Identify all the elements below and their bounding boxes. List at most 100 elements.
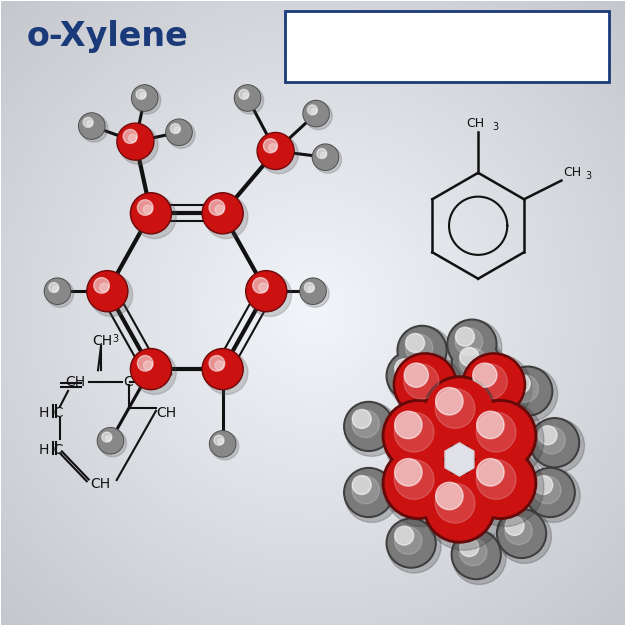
Text: H C: H C [39, 443, 63, 457]
Circle shape [425, 472, 503, 550]
Circle shape [128, 134, 136, 142]
Circle shape [300, 278, 326, 304]
Text: 3: 3 [357, 48, 370, 67]
Circle shape [260, 135, 299, 174]
Circle shape [98, 428, 123, 454]
Circle shape [137, 200, 153, 215]
Circle shape [205, 351, 248, 394]
Circle shape [436, 482, 463, 510]
Text: 4: 4 [481, 48, 495, 67]
Circle shape [426, 473, 493, 540]
Circle shape [106, 436, 111, 441]
Circle shape [132, 194, 170, 232]
Circle shape [449, 321, 495, 367]
Circle shape [406, 334, 424, 352]
Circle shape [123, 130, 137, 143]
Circle shape [476, 413, 516, 452]
Circle shape [385, 450, 452, 516]
Circle shape [511, 375, 538, 403]
Circle shape [301, 279, 325, 304]
Circle shape [352, 409, 371, 428]
Circle shape [476, 459, 504, 486]
Circle shape [531, 420, 578, 466]
Circle shape [100, 283, 109, 292]
Circle shape [344, 401, 394, 451]
Text: 3: 3 [492, 121, 498, 131]
Text: C: C [123, 374, 133, 389]
Circle shape [235, 86, 260, 110]
Circle shape [133, 86, 161, 114]
Circle shape [133, 351, 177, 394]
Circle shape [393, 353, 457, 416]
Circle shape [352, 476, 371, 495]
Circle shape [397, 326, 447, 376]
Circle shape [209, 200, 225, 215]
Circle shape [120, 125, 158, 165]
Circle shape [435, 389, 475, 428]
Circle shape [406, 334, 433, 362]
Circle shape [448, 321, 502, 374]
Circle shape [425, 377, 503, 456]
Circle shape [102, 432, 112, 442]
Circle shape [117, 123, 154, 160]
Circle shape [87, 121, 93, 126]
Circle shape [214, 435, 224, 445]
Circle shape [396, 356, 454, 414]
Circle shape [264, 139, 277, 153]
Circle shape [435, 483, 475, 523]
Circle shape [88, 272, 126, 310]
Circle shape [436, 387, 463, 415]
Circle shape [394, 359, 422, 387]
Circle shape [313, 145, 337, 170]
Circle shape [304, 101, 328, 126]
Text: CH: CH [92, 334, 112, 348]
Circle shape [307, 105, 317, 115]
Circle shape [394, 354, 463, 423]
Circle shape [53, 286, 58, 292]
Circle shape [249, 274, 292, 317]
Circle shape [308, 286, 314, 292]
Circle shape [87, 270, 128, 312]
Circle shape [253, 277, 269, 293]
Circle shape [352, 410, 379, 438]
Circle shape [98, 429, 123, 453]
Circle shape [386, 351, 436, 401]
Circle shape [385, 403, 452, 469]
Circle shape [352, 476, 379, 504]
FancyBboxPatch shape [285, 11, 609, 83]
Circle shape [451, 530, 501, 580]
Circle shape [423, 471, 496, 543]
Circle shape [46, 280, 74, 307]
Circle shape [511, 374, 530, 393]
Circle shape [382, 447, 454, 520]
Circle shape [345, 403, 399, 456]
Circle shape [533, 476, 561, 504]
Text: o-Xylene: o-Xylene [26, 20, 188, 53]
Circle shape [399, 327, 445, 373]
Circle shape [476, 411, 504, 439]
Circle shape [79, 113, 105, 139]
Circle shape [132, 350, 170, 388]
Circle shape [133, 195, 177, 239]
Circle shape [259, 134, 293, 168]
Circle shape [345, 469, 399, 523]
Circle shape [476, 459, 516, 500]
Circle shape [453, 341, 499, 387]
Circle shape [346, 470, 392, 515]
Circle shape [99, 429, 126, 457]
Circle shape [143, 205, 152, 214]
Circle shape [398, 327, 452, 381]
Text: ): ) [376, 32, 389, 61]
Circle shape [90, 274, 133, 317]
Circle shape [202, 193, 243, 234]
Circle shape [44, 278, 71, 304]
Circle shape [205, 195, 248, 239]
Circle shape [140, 93, 146, 98]
Text: CH: CH [466, 118, 484, 130]
Circle shape [312, 144, 339, 170]
Circle shape [94, 277, 110, 293]
Circle shape [386, 518, 436, 568]
Text: CH: CH [563, 166, 582, 178]
Circle shape [305, 102, 332, 130]
Circle shape [462, 353, 526, 416]
